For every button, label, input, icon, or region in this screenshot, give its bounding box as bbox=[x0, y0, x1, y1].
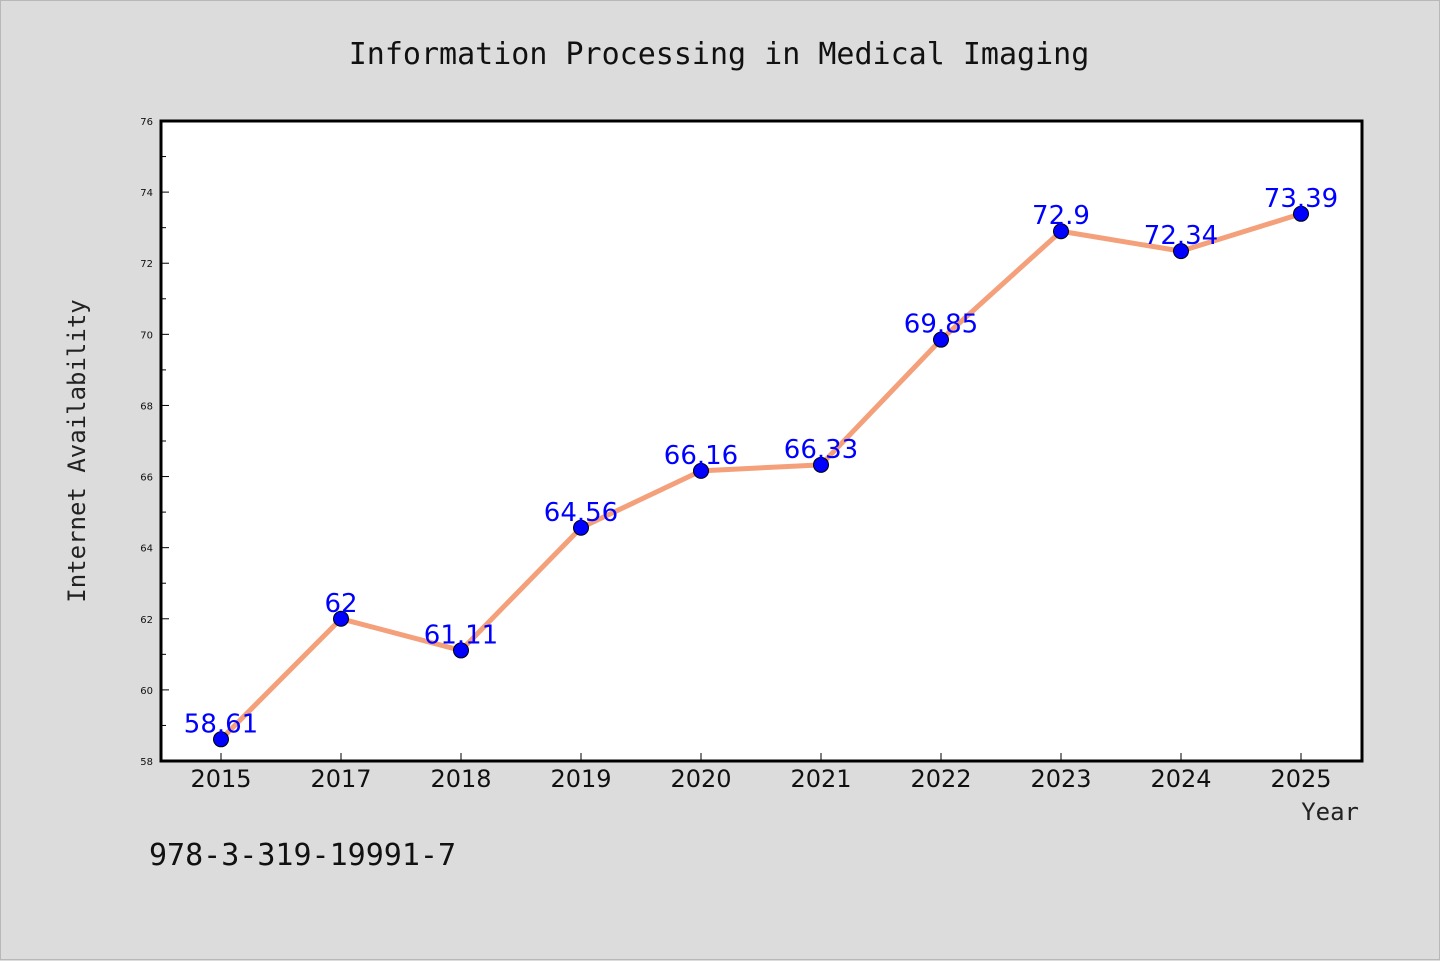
x-axis-label: Year bbox=[1301, 798, 1359, 826]
plot-area bbox=[159, 119, 1364, 763]
y-tick-label: 72 bbox=[140, 259, 153, 270]
data-point bbox=[573, 519, 589, 536]
data-point bbox=[213, 731, 229, 748]
data-label: 72.34 bbox=[1144, 221, 1218, 251]
chart-title: Information Processing in Medical Imagin… bbox=[349, 37, 1090, 72]
y-tick-label: 62 bbox=[140, 615, 153, 626]
x-tick-label: 2025 bbox=[1270, 765, 1331, 793]
y-tick-label: 64 bbox=[140, 544, 153, 555]
y-tick-label: 68 bbox=[140, 401, 153, 412]
data-label: 66.16 bbox=[664, 441, 738, 471]
data-label: 64.56 bbox=[544, 498, 618, 528]
y-axis-label: Internet Availability bbox=[63, 299, 91, 602]
data-label: 58.61 bbox=[184, 709, 258, 739]
y-tick-label: 58 bbox=[140, 757, 153, 768]
y-tick-label: 66 bbox=[140, 473, 153, 484]
x-tick-label: 2020 bbox=[670, 765, 731, 793]
y-tick-label: 76 bbox=[140, 117, 153, 128]
data-point bbox=[453, 642, 469, 659]
data-label: 62 bbox=[324, 589, 357, 619]
data-label: 73.39 bbox=[1264, 184, 1338, 214]
data-series: 58.61 62 61.11 64.56 66.16 66.33 69.85 72.9 72.3… bbox=[184, 184, 1338, 748]
y-tick-label: 60 bbox=[140, 686, 153, 697]
isbn-footnote: 978-3-319-19991-7 bbox=[149, 838, 456, 873]
data-point bbox=[1293, 205, 1309, 222]
x-tick-label: 2023 bbox=[1030, 765, 1091, 793]
x-tick-label: 2019 bbox=[550, 765, 611, 793]
data-label: 72.9 bbox=[1032, 201, 1090, 231]
y-tick-label: 74 bbox=[140, 188, 153, 199]
data-label: 66.33 bbox=[784, 435, 858, 465]
y-axis: 58 60 62 64 66 68 70 72 74 76 bbox=[140, 117, 169, 768]
data-point bbox=[933, 331, 949, 348]
data-point bbox=[1173, 243, 1189, 260]
data-label: 61.11 bbox=[424, 620, 498, 650]
x-tick-label: 2022 bbox=[910, 765, 971, 793]
data-point bbox=[693, 462, 709, 479]
data-point bbox=[813, 456, 829, 473]
x-tick-label: 2021 bbox=[790, 765, 851, 793]
x-tick-label: 2015 bbox=[190, 765, 251, 793]
x-tick-label: 2017 bbox=[310, 765, 371, 793]
x-tick-label: 2018 bbox=[430, 765, 491, 793]
x-tick-label: 2024 bbox=[1150, 765, 1211, 793]
data-point bbox=[333, 610, 349, 627]
series-line bbox=[218, 211, 1304, 742]
data-point bbox=[1053, 223, 1069, 240]
y-tick-label: 70 bbox=[140, 330, 153, 341]
data-label: 69.85 bbox=[904, 310, 978, 340]
x-axis: 2015 2017 2018 2019 2020 2021 2022 2023 2024 2025 bbox=[190, 753, 1332, 793]
